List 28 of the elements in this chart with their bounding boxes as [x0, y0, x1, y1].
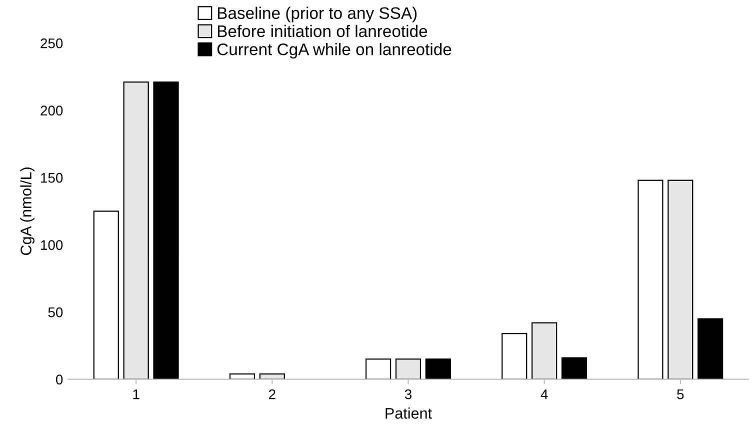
y-tick-label: 250	[40, 38, 63, 48]
bar	[93, 210, 119, 380]
x-tick-label: 5	[677, 390, 684, 400]
bar	[153, 82, 179, 380]
y-tick-label: 200	[40, 106, 63, 116]
bar	[638, 180, 664, 380]
y-tick-label: 100	[41, 240, 63, 250]
x-axis-title: Patient	[386, 408, 432, 419]
bar	[123, 82, 149, 380]
x-tick-label: 4	[540, 390, 548, 400]
legend-label: Current CgA while on lanreotide	[217, 43, 452, 59]
x-tick-label: 2	[268, 389, 276, 400]
bar	[502, 333, 528, 380]
y-tick-label: 50	[48, 307, 63, 318]
bar	[395, 358, 422, 380]
y-tick-label: 150	[41, 172, 63, 183]
bar	[698, 318, 724, 380]
legend-label: Baseline (prior to any SSA)	[218, 6, 417, 22]
bar	[425, 358, 451, 380]
y-tick-label: 0	[56, 374, 63, 384]
x-tick-label: 1	[133, 390, 140, 400]
bar	[532, 322, 558, 380]
bar	[668, 180, 694, 380]
y-axis-title: CgA (nmol/L)	[20, 168, 34, 255]
legend-label: Before initiation of lanreotide	[218, 24, 428, 38]
x-tick-label: 3	[404, 389, 412, 400]
bar	[561, 357, 588, 380]
bar	[366, 358, 392, 380]
